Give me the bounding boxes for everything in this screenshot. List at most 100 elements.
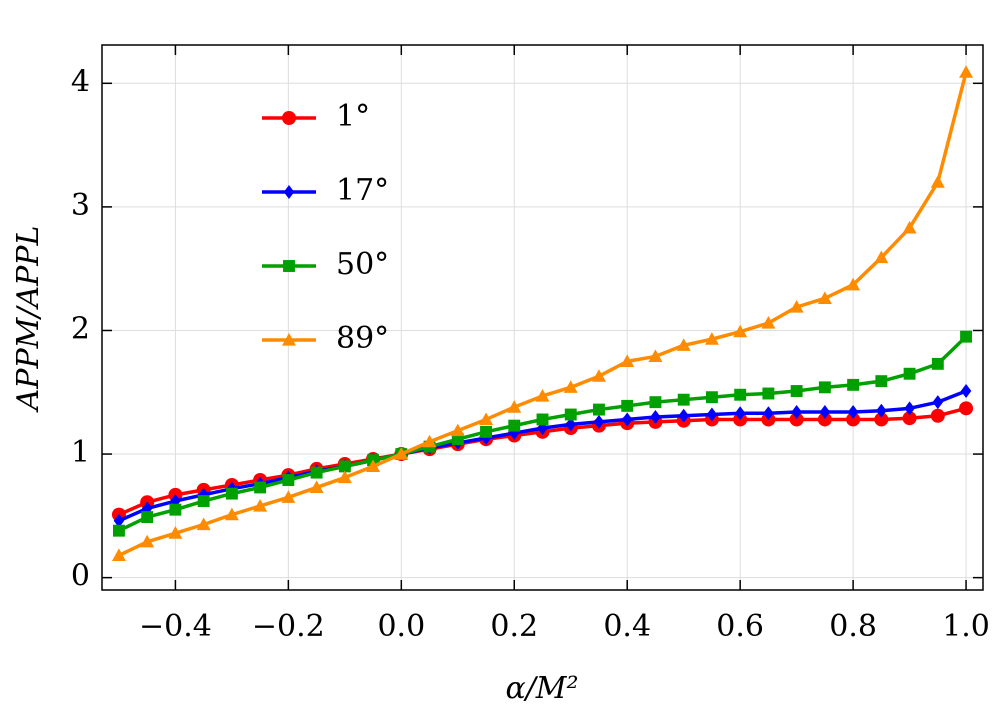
- marker: [593, 403, 605, 416]
- marker: [564, 408, 577, 421]
- marker: [507, 400, 522, 413]
- legend-marker: [282, 111, 296, 125]
- marker: [338, 460, 351, 473]
- legend-label: 50°: [336, 247, 389, 282]
- marker: [254, 481, 267, 494]
- x-tick-label: 1.0: [942, 609, 990, 644]
- marker: [706, 407, 718, 422]
- marker: [253, 498, 268, 512]
- marker: [818, 381, 831, 394]
- marker: [960, 330, 973, 343]
- marker: [874, 250, 889, 264]
- marker: [422, 434, 437, 448]
- marker: [593, 414, 605, 429]
- marker: [734, 406, 746, 421]
- marker: [479, 412, 494, 426]
- x-tick-label: 0.4: [603, 609, 651, 644]
- marker: [310, 466, 323, 479]
- legend-label: 1°: [336, 99, 370, 134]
- marker: [197, 495, 210, 507]
- marker: [959, 401, 974, 416]
- legend-label: 17°: [336, 173, 389, 208]
- marker: [535, 388, 550, 402]
- y-axis-label: APPM/APPL: [11, 226, 46, 414]
- series-line: [118, 389, 967, 523]
- marker: [168, 526, 183, 539]
- marker: [111, 548, 126, 561]
- marker: [394, 447, 409, 460]
- marker: [733, 324, 748, 338]
- marker: [903, 367, 916, 380]
- marker: [761, 316, 776, 329]
- marker: [591, 369, 606, 382]
- marker: [846, 277, 861, 291]
- marker: [960, 384, 972, 399]
- marker: [366, 459, 381, 473]
- marker: [876, 403, 887, 418]
- marker: [169, 503, 182, 516]
- marker: [704, 332, 719, 345]
- marker: [508, 419, 521, 432]
- marker: [847, 405, 859, 420]
- marker: [113, 513, 125, 528]
- marker: [678, 408, 689, 423]
- y-tick-label: 1: [71, 435, 90, 470]
- marker: [450, 423, 465, 437]
- x-tick-label: −0.4: [139, 609, 212, 644]
- marker: [676, 338, 691, 351]
- marker: [620, 354, 635, 367]
- legend-marker: [283, 260, 295, 272]
- marker: [649, 396, 662, 409]
- marker: [902, 411, 917, 426]
- marker: [790, 385, 803, 397]
- y-tick-label: 0: [71, 559, 90, 594]
- y-tick-label: 2: [71, 311, 90, 346]
- marker: [536, 413, 549, 426]
- marker: [930, 175, 945, 188]
- marker: [847, 378, 860, 391]
- marker: [904, 401, 915, 416]
- marker: [480, 425, 492, 438]
- marker: [196, 517, 211, 531]
- marker: [789, 412, 804, 427]
- marker: [563, 380, 578, 393]
- marker: [650, 409, 661, 424]
- marker: [141, 511, 154, 524]
- marker: [225, 487, 238, 500]
- marker: [282, 474, 295, 486]
- legend-marker: [282, 333, 296, 346]
- marker: [875, 375, 888, 388]
- marker: [932, 395, 944, 410]
- legend-marker: [283, 185, 295, 199]
- marker: [621, 412, 633, 427]
- plot-frame: [101, 44, 984, 591]
- marker: [565, 417, 576, 432]
- marker: [648, 349, 663, 363]
- marker: [902, 220, 917, 234]
- marker: [931, 357, 944, 370]
- marker: [140, 534, 155, 548]
- marker: [734, 388, 747, 401]
- marker: [309, 480, 324, 494]
- x-tick-label: 0.0: [377, 609, 425, 644]
- x-tick-label: 0.6: [716, 609, 764, 644]
- marker: [224, 507, 239, 521]
- legend-label: 89°: [336, 321, 389, 356]
- marker: [789, 299, 804, 313]
- marker: [817, 291, 832, 304]
- y-tick-label: 4: [71, 64, 90, 99]
- marker: [451, 433, 464, 446]
- marker: [112, 524, 125, 537]
- x-axis-label: α/M²: [505, 671, 578, 706]
- marker: [762, 387, 775, 400]
- marker: [621, 399, 634, 412]
- marker: [281, 490, 296, 503]
- x-tick-label: 0.8: [829, 609, 877, 644]
- marker: [874, 412, 889, 427]
- marker: [337, 470, 352, 484]
- marker: [705, 391, 718, 404]
- marker: [930, 408, 945, 423]
- marker: [817, 412, 832, 427]
- x-tick-label: −0.2: [252, 609, 325, 644]
